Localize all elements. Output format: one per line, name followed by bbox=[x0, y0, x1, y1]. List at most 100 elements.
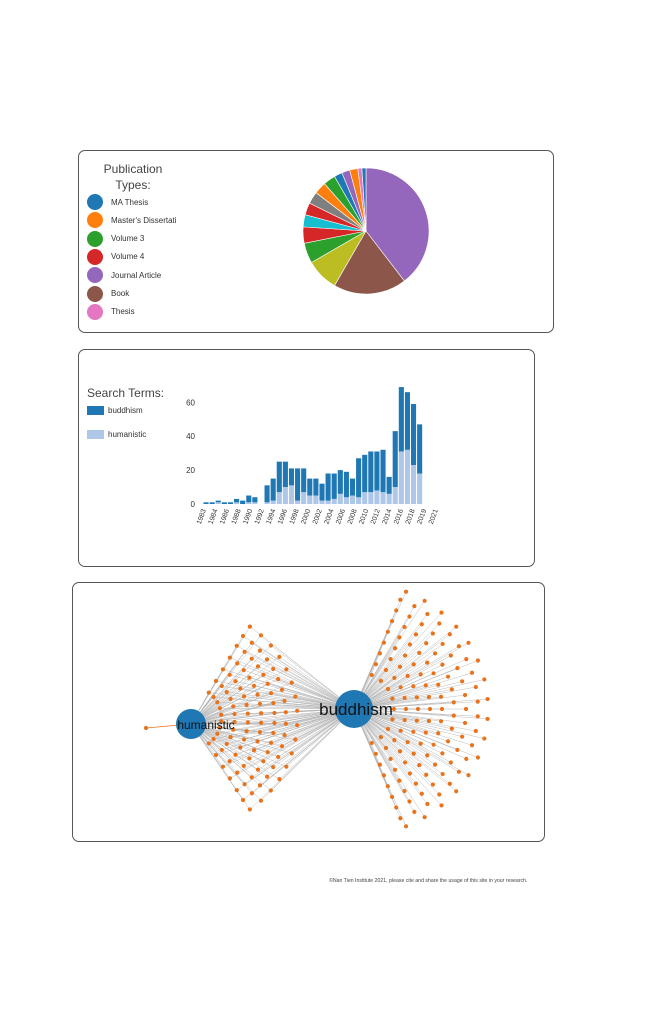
network-leaf-node[interactable] bbox=[238, 686, 243, 691]
network-leaf-node[interactable] bbox=[464, 756, 469, 762]
network-leaf-node[interactable] bbox=[258, 798, 264, 803]
network-leaf-node[interactable] bbox=[385, 629, 390, 634]
bar-buddhism[interactable] bbox=[215, 500, 221, 503]
bar-buddhism[interactable] bbox=[221, 502, 227, 504]
network-leaf-node[interactable] bbox=[464, 656, 469, 662]
network-leaf-node[interactable] bbox=[261, 672, 266, 677]
network-leaf-node[interactable] bbox=[425, 611, 430, 617]
network-leaf-node[interactable] bbox=[482, 677, 487, 682]
network-leaf-node[interactable] bbox=[257, 648, 263, 653]
network-leaf-node[interactable] bbox=[381, 773, 386, 778]
network-leaf-node[interactable] bbox=[258, 633, 264, 638]
bar-humanistic[interactable] bbox=[343, 497, 349, 504]
network-leaf-node[interactable] bbox=[460, 679, 465, 684]
network-leaf-node[interactable] bbox=[244, 702, 249, 707]
bar-buddhism[interactable] bbox=[319, 483, 325, 501]
network-leaf-node[interactable] bbox=[411, 662, 416, 667]
network-leaf-node[interactable] bbox=[232, 711, 237, 717]
network-leaf-node[interactable] bbox=[217, 725, 223, 730]
network-leaf-node[interactable] bbox=[407, 614, 412, 619]
network-leaf-node[interactable] bbox=[283, 721, 288, 726]
hub-node-humanistic[interactable] bbox=[176, 709, 206, 739]
network-leaf-node[interactable] bbox=[213, 752, 219, 758]
bar-humanistic[interactable] bbox=[368, 492, 374, 504]
network-leaf-node[interactable] bbox=[235, 770, 240, 775]
bar-humanistic[interactable] bbox=[234, 502, 240, 504]
network-leaf-node[interactable] bbox=[224, 741, 229, 747]
network-leaf-node[interactable] bbox=[242, 649, 247, 654]
bar-humanistic[interactable] bbox=[404, 449, 410, 504]
network-leaf-node[interactable] bbox=[454, 624, 459, 629]
network-leaf-node[interactable] bbox=[220, 764, 226, 769]
pie-slice[interactable] bbox=[334, 230, 405, 295]
network-leaf-node[interactable] bbox=[240, 797, 246, 803]
network-leaf-node[interactable] bbox=[255, 692, 260, 697]
network-leaf-node[interactable] bbox=[219, 719, 224, 724]
network-leaf-node[interactable] bbox=[455, 747, 460, 753]
network-leaf-node[interactable] bbox=[463, 706, 469, 712]
network-leaf-node[interactable] bbox=[240, 633, 246, 639]
bar-humanistic[interactable] bbox=[264, 502, 270, 504]
bar-humanistic[interactable] bbox=[349, 495, 356, 504]
network-leaf-node[interactable] bbox=[235, 661, 240, 666]
network-leaf-node[interactable] bbox=[415, 706, 421, 712]
network-leaf-node[interactable] bbox=[432, 762, 438, 767]
bar-humanistic[interactable] bbox=[252, 502, 258, 504]
network-leaf-node[interactable] bbox=[293, 694, 298, 699]
pie-legend-item[interactable]: Book bbox=[87, 285, 129, 302]
bar-buddhism[interactable] bbox=[301, 468, 307, 493]
network-leaf-node[interactable] bbox=[265, 774, 270, 779]
network-leaf-node[interactable] bbox=[449, 687, 454, 692]
bar-humanistic[interactable] bbox=[398, 451, 404, 504]
network-leaf-node[interactable] bbox=[423, 730, 428, 735]
network-leaf-node[interactable] bbox=[242, 782, 247, 787]
network-leaf-node[interactable] bbox=[247, 675, 252, 680]
network-leaf-node[interactable] bbox=[383, 745, 389, 751]
bar-buddhism[interactable] bbox=[252, 497, 258, 503]
network-leaf-node[interactable] bbox=[451, 713, 456, 718]
network-leaf-node[interactable] bbox=[436, 731, 441, 736]
bar-buddhism[interactable] bbox=[386, 476, 392, 494]
network-leaf-node[interactable] bbox=[439, 803, 444, 808]
network-leaf-node[interactable] bbox=[437, 621, 442, 626]
network-leaf-node[interactable] bbox=[466, 640, 471, 645]
network-leaf-node[interactable] bbox=[265, 681, 270, 686]
network-leaf-node[interactable] bbox=[271, 765, 276, 770]
bar-buddhism[interactable] bbox=[368, 451, 374, 493]
network-leaf-node[interactable] bbox=[234, 788, 239, 793]
network-leaf-node[interactable] bbox=[392, 738, 397, 743]
network-leaf-node[interactable] bbox=[473, 728, 478, 734]
pie-slice[interactable] bbox=[365, 167, 430, 282]
network-leaf-node[interactable] bbox=[417, 650, 422, 656]
network-leaf-node[interactable] bbox=[411, 684, 416, 689]
network-leaf-node[interactable] bbox=[272, 710, 277, 716]
network-leaf-node[interactable] bbox=[206, 741, 211, 746]
network-leaf-node[interactable] bbox=[407, 799, 412, 804]
network-leaf-node[interactable] bbox=[257, 730, 263, 735]
network-leaf-node[interactable] bbox=[405, 673, 410, 678]
network-leaf-node[interactable] bbox=[295, 723, 300, 728]
bar-buddhism[interactable] bbox=[227, 502, 234, 504]
network-leaf-node[interactable] bbox=[397, 664, 403, 669]
network-leaf-node[interactable] bbox=[279, 687, 285, 692]
bar-humanistic[interactable] bbox=[270, 500, 276, 504]
network-leaf-node[interactable] bbox=[398, 685, 403, 690]
network-leaf-node[interactable] bbox=[407, 642, 413, 647]
legend-item-humanistic[interactable]: humanistic bbox=[87, 430, 146, 439]
network-leaf-node[interactable] bbox=[388, 657, 393, 662]
network-leaf-node[interactable] bbox=[440, 662, 445, 667]
network-leaf-node[interactable] bbox=[251, 683, 257, 688]
network-leaf-node[interactable] bbox=[283, 710, 288, 715]
network-leaf-node[interactable] bbox=[460, 734, 465, 739]
network-leaf-node[interactable] bbox=[440, 751, 445, 756]
network-leaf-node[interactable] bbox=[268, 643, 273, 648]
pie-legend-item[interactable]: Journal Article bbox=[87, 267, 161, 284]
network-leaf-node[interactable] bbox=[475, 658, 481, 663]
network-leaf-node[interactable] bbox=[369, 740, 374, 746]
pie-slice[interactable] bbox=[361, 167, 367, 232]
network-leaf-node[interactable] bbox=[255, 664, 261, 669]
network-leaf-node[interactable] bbox=[211, 694, 216, 700]
network-leaf-node[interactable] bbox=[271, 666, 276, 671]
network-leaf-node[interactable] bbox=[417, 762, 422, 768]
network-leaf-node[interactable] bbox=[403, 589, 409, 594]
